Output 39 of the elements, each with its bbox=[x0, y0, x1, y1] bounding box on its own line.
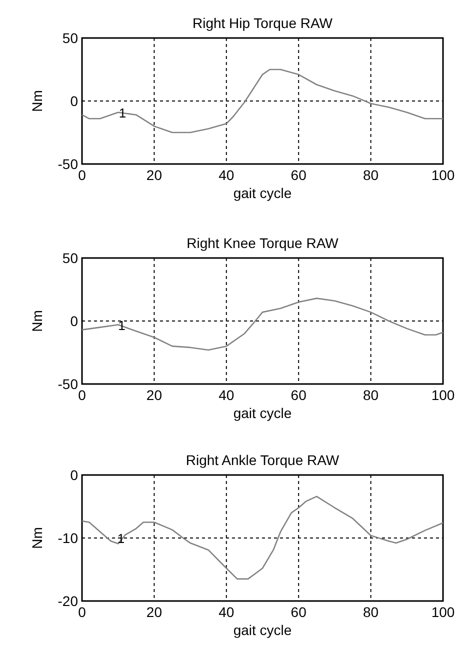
x-tick-label: 20 bbox=[146, 387, 162, 403]
x-tick-label: 20 bbox=[146, 604, 162, 620]
x-axis-title: gait cycle bbox=[233, 185, 292, 201]
chart-title: Right Ankle Torque RAW bbox=[186, 452, 340, 468]
x-tick-label: 80 bbox=[363, 167, 379, 183]
x-tick-label: 40 bbox=[218, 604, 234, 620]
y-tick-label: -20 bbox=[58, 593, 78, 609]
annotation: 1 bbox=[117, 531, 125, 546]
y-axis-title: Nm bbox=[29, 90, 45, 112]
y-axis-title: Nm bbox=[29, 310, 45, 332]
y-tick-label: -10 bbox=[58, 530, 78, 546]
line-series bbox=[81, 68, 444, 134]
y-tick-label: 50 bbox=[62, 250, 78, 266]
chart-title: Right Knee Torque RAW bbox=[186, 235, 340, 251]
y-tick-label: 50 bbox=[62, 30, 78, 46]
y-axis-title: Nm bbox=[29, 527, 45, 549]
x-tick-label: 60 bbox=[290, 604, 307, 620]
y-tick-label: -50 bbox=[58, 376, 78, 392]
x-tick-label: 60 bbox=[290, 387, 307, 403]
x-tick-label: 40 bbox=[218, 167, 234, 183]
annotation: 1 bbox=[118, 318, 126, 333]
x-tick-label: 100 bbox=[431, 387, 455, 403]
x-tick-label: 40 bbox=[218, 387, 234, 403]
y-tick-label: 0 bbox=[70, 467, 78, 483]
y-tick-label: -50 bbox=[58, 156, 78, 172]
line-series bbox=[81, 298, 444, 351]
y-tick-label: 0 bbox=[70, 313, 78, 329]
x-axis-title: gait cycle bbox=[233, 405, 292, 421]
annotation: 1 bbox=[118, 105, 126, 120]
line-series bbox=[81, 496, 444, 580]
y-tick-label: 0 bbox=[70, 93, 78, 109]
x-tick-label: 60 bbox=[290, 167, 307, 183]
x-tick-label: 100 bbox=[431, 167, 455, 183]
x-tick-label: 80 bbox=[363, 387, 379, 403]
x-tick-label: 80 bbox=[363, 604, 379, 620]
x-axis-title: gait cycle bbox=[233, 622, 292, 638]
x-tick-label: 20 bbox=[146, 167, 162, 183]
x-tick-label: 100 bbox=[431, 604, 455, 620]
chart-title: Right Hip Torque RAW bbox=[192, 15, 334, 31]
